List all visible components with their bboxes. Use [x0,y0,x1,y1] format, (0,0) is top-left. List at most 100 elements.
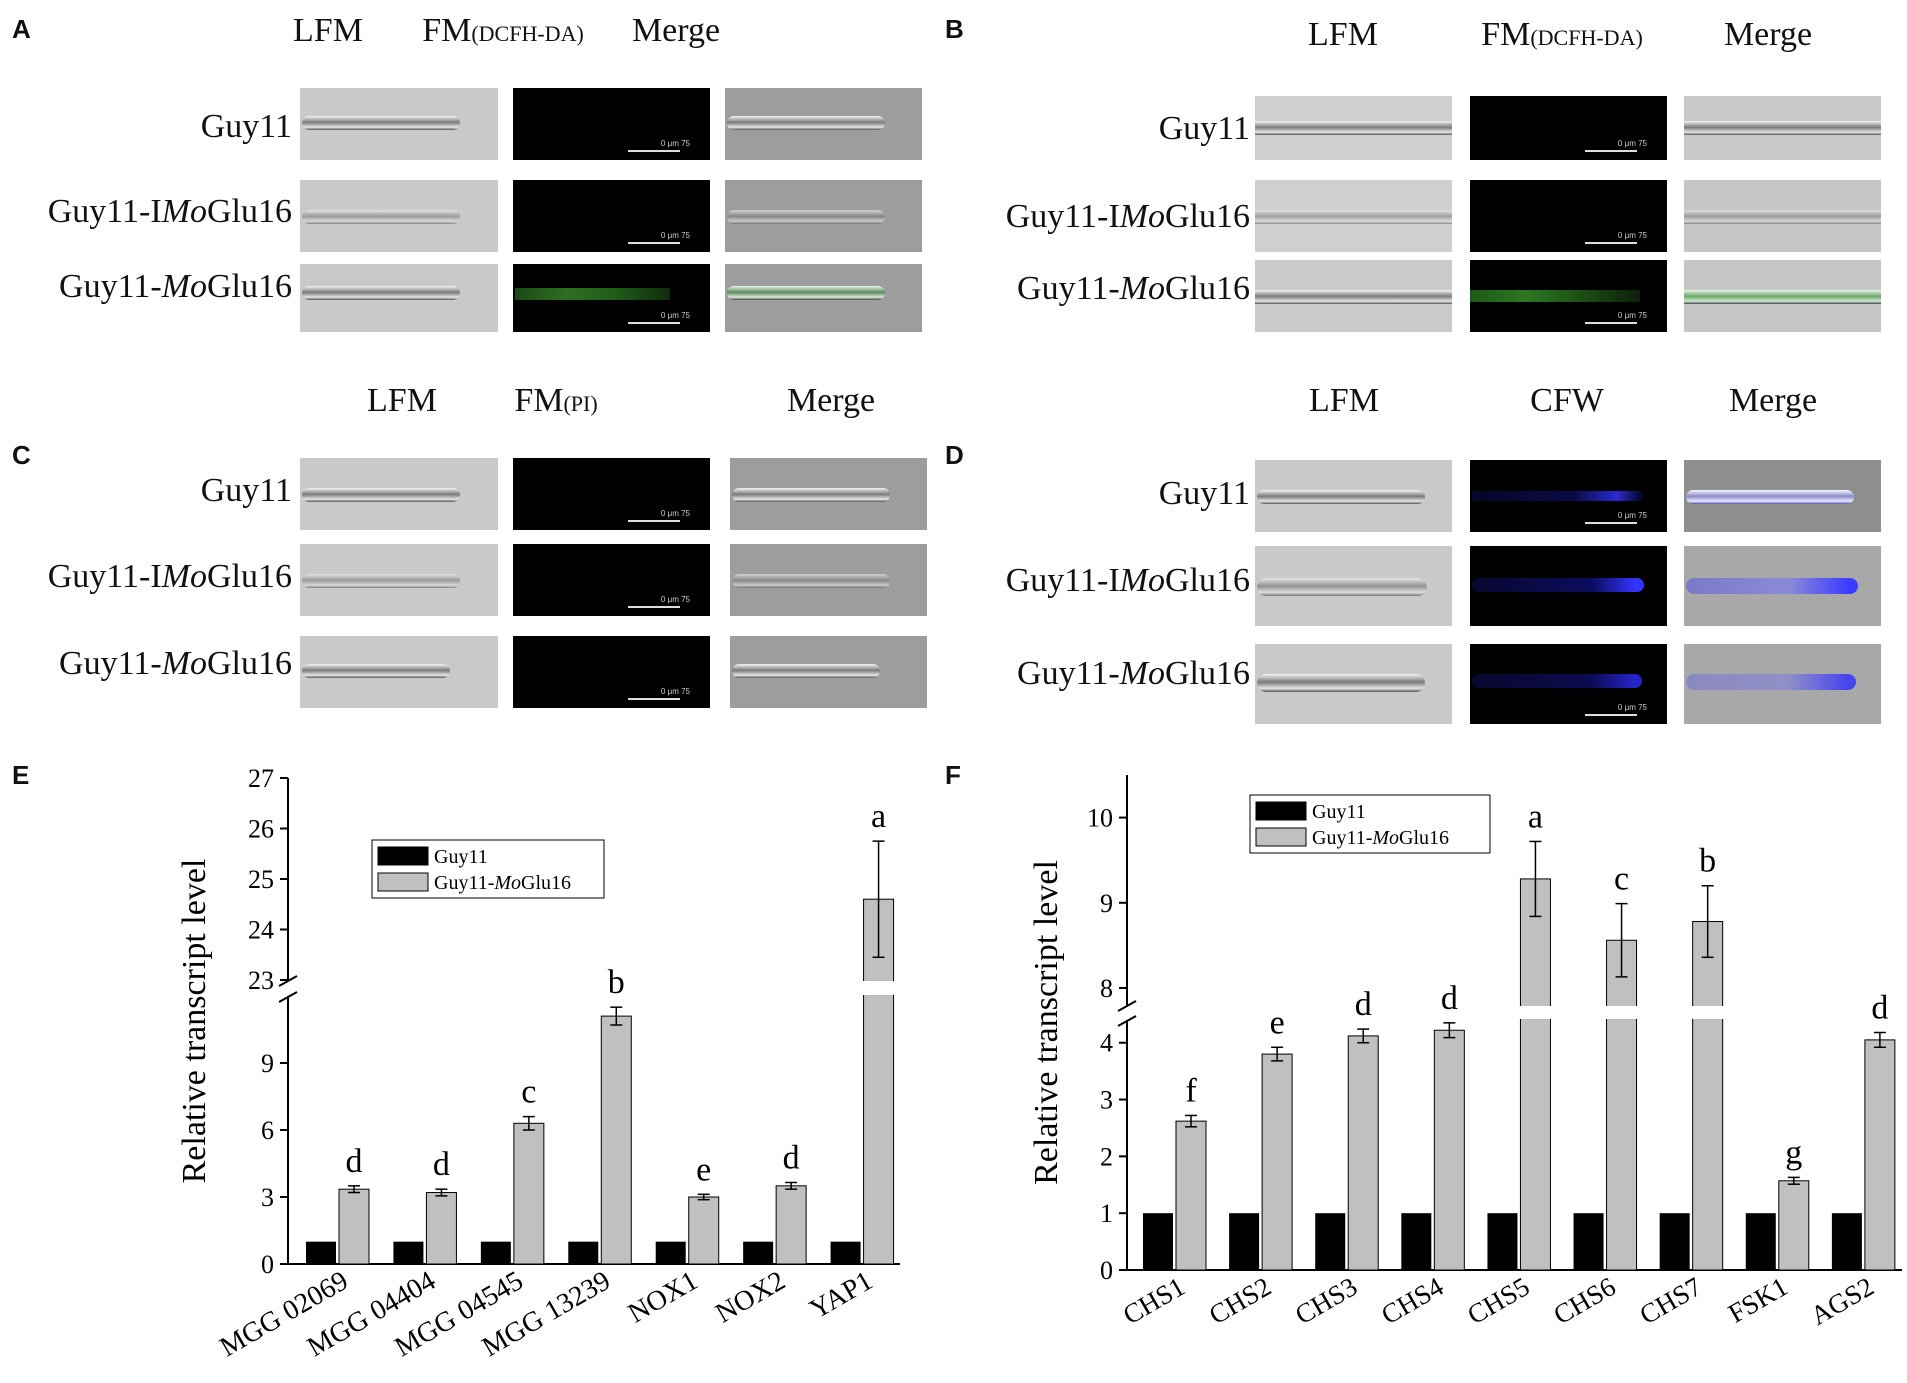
bar-guy11 [1659,1213,1690,1270]
y-tick-label: 26 [248,815,274,844]
y-tick-label: 2 [1100,1142,1113,1171]
y-tick-label: 6 [261,1116,274,1145]
x-tick-label: NOX2 [710,1265,790,1329]
bar-moglu16 [1606,939,1638,1271]
col-head-fm: FM(DCFH-DA) [422,12,584,49]
bar-moglu16 [600,1015,632,1265]
col-head-merge: Merge [1728,382,1818,419]
bar-guy11 [1229,1213,1260,1270]
bar-moglu16 [775,1185,807,1265]
micrograph-lfm [300,180,498,252]
micrograph-fm: 0 μm 75 [1470,180,1667,252]
bar-break-gap [861,981,896,995]
y-tick-label: 27 [248,764,274,793]
col-head-lfm: LFM [293,12,363,49]
x-tick-label: NOX1 [623,1265,703,1329]
col-head-merge: Merge [1723,16,1813,53]
bar-break-gap [1518,1006,1553,1019]
bar-moglu16 [1261,1053,1293,1271]
bar-guy11 [830,1241,861,1264]
significance-letter: b [608,964,625,1001]
y-tick-label: 9 [1100,889,1113,918]
significance-letter: d [1355,986,1372,1023]
micrograph-merge [1684,96,1881,160]
micrograph-lfm [300,544,498,616]
y-axis-label: Relative transcript level [176,859,213,1184]
bar-guy11 [1401,1213,1432,1270]
y-tick-label: 10 [1087,804,1113,833]
row-label-guy11-imoglu16: Guy11-IMoGlu16 [1005,198,1250,235]
legend-swatch-guy11 [377,846,429,866]
micrograph-fm: 0 μm 75 [1470,260,1667,332]
bar-break-gap [1604,1006,1639,1019]
col-head-fm: FM(PI) [514,382,598,419]
bar-moglu16 [425,1192,457,1265]
x-tick-label: AGS2 [1805,1271,1878,1331]
micrograph-lfm [1255,96,1452,160]
col-head-lfm: LFM [1308,16,1378,53]
x-tick-label: CHS5 [1462,1271,1534,1330]
row-label-guy11-moglu16: Guy11-MoGlu16 [1017,270,1250,307]
y-tick-label: 8 [1100,974,1113,1003]
micrograph-fm: 0 μm 75 [513,88,710,160]
micrograph-lfm [1255,644,1452,724]
row-label-guy11: Guy11 [1158,475,1250,512]
bar-moglu16 [863,898,895,1265]
micrograph-lfm [300,88,498,160]
axis-break-mark [1117,1015,1137,1027]
legend-label-moglu16: Guy11-MoGlu16 [1312,827,1449,849]
micrograph-merge [730,544,927,616]
significance-letter: a [871,798,886,835]
micrograph-lfm [1255,260,1452,332]
y-tick-label: 1 [1100,1199,1113,1228]
micrograph-merge [725,180,922,252]
y-tick-label: 23 [248,966,274,995]
axis-break-mark [278,991,298,1003]
row-label-guy11: Guy11 [200,472,292,509]
y-tick-label: 3 [1100,1086,1113,1115]
x-tick-label: CHS2 [1204,1271,1276,1330]
bar-break-gap [1690,1006,1725,1019]
micrograph-merge [730,636,927,708]
col-head-merge: Merge [786,382,876,419]
panel-letter-a: A [12,14,31,44]
row-label-guy11-moglu16: Guy11-MoGlu16 [59,645,292,682]
legend-swatch-guy11 [1255,801,1307,821]
micrograph-lfm [1255,546,1452,626]
y-tick-label: 24 [248,916,274,945]
bar-guy11 [306,1241,336,1264]
bar-guy11 [1745,1213,1776,1270]
x-tick-label: CHS4 [1376,1271,1449,1330]
row-label-guy11-moglu16: Guy11-MoGlu16 [59,268,292,305]
bar-guy11 [568,1241,599,1264]
significance-letter: d [346,1143,363,1180]
micrograph-merge [725,88,922,160]
col-head-lfm: LFM [367,382,437,419]
x-tick-label: YAP1 [805,1265,878,1325]
significance-letter: b [1699,843,1716,880]
micrograph-lfm [300,264,498,332]
bar-moglu16 [1519,878,1551,1271]
col-head-cfw: CFW [1530,382,1604,419]
col-head-lfm: LFM [1309,382,1379,419]
col-head-fm: FM(DCFH-DA) [1481,16,1643,53]
x-tick-label: CHS7 [1634,1271,1706,1330]
bar-moglu16 [1864,1039,1896,1271]
panel-letter-b: B [945,14,964,44]
y-tick-label: 0 [1100,1256,1113,1285]
significance-letter: c [1614,861,1629,898]
significance-letter: f [1185,1072,1197,1109]
bar-moglu16 [1433,1029,1465,1271]
micrograph-merge [1684,180,1881,252]
x-tick-label: CHS3 [1290,1271,1362,1330]
bar-guy11 [1315,1213,1346,1270]
bar-guy11 [743,1241,774,1264]
x-tick-label: CHS1 [1118,1271,1190,1330]
row-label-guy11-imoglu16: Guy11-IMoGlu16 [1005,562,1250,599]
micrograph-fm: 0 μm 75 [513,180,710,252]
legend-label-guy11: Guy11 [1312,801,1366,823]
significance-letter: e [1270,1004,1285,1041]
micrograph-merge [1684,644,1881,724]
panel-letter-e: E [12,760,30,790]
row-label-guy11-imoglu16: Guy11-IMoGlu16 [47,558,292,595]
